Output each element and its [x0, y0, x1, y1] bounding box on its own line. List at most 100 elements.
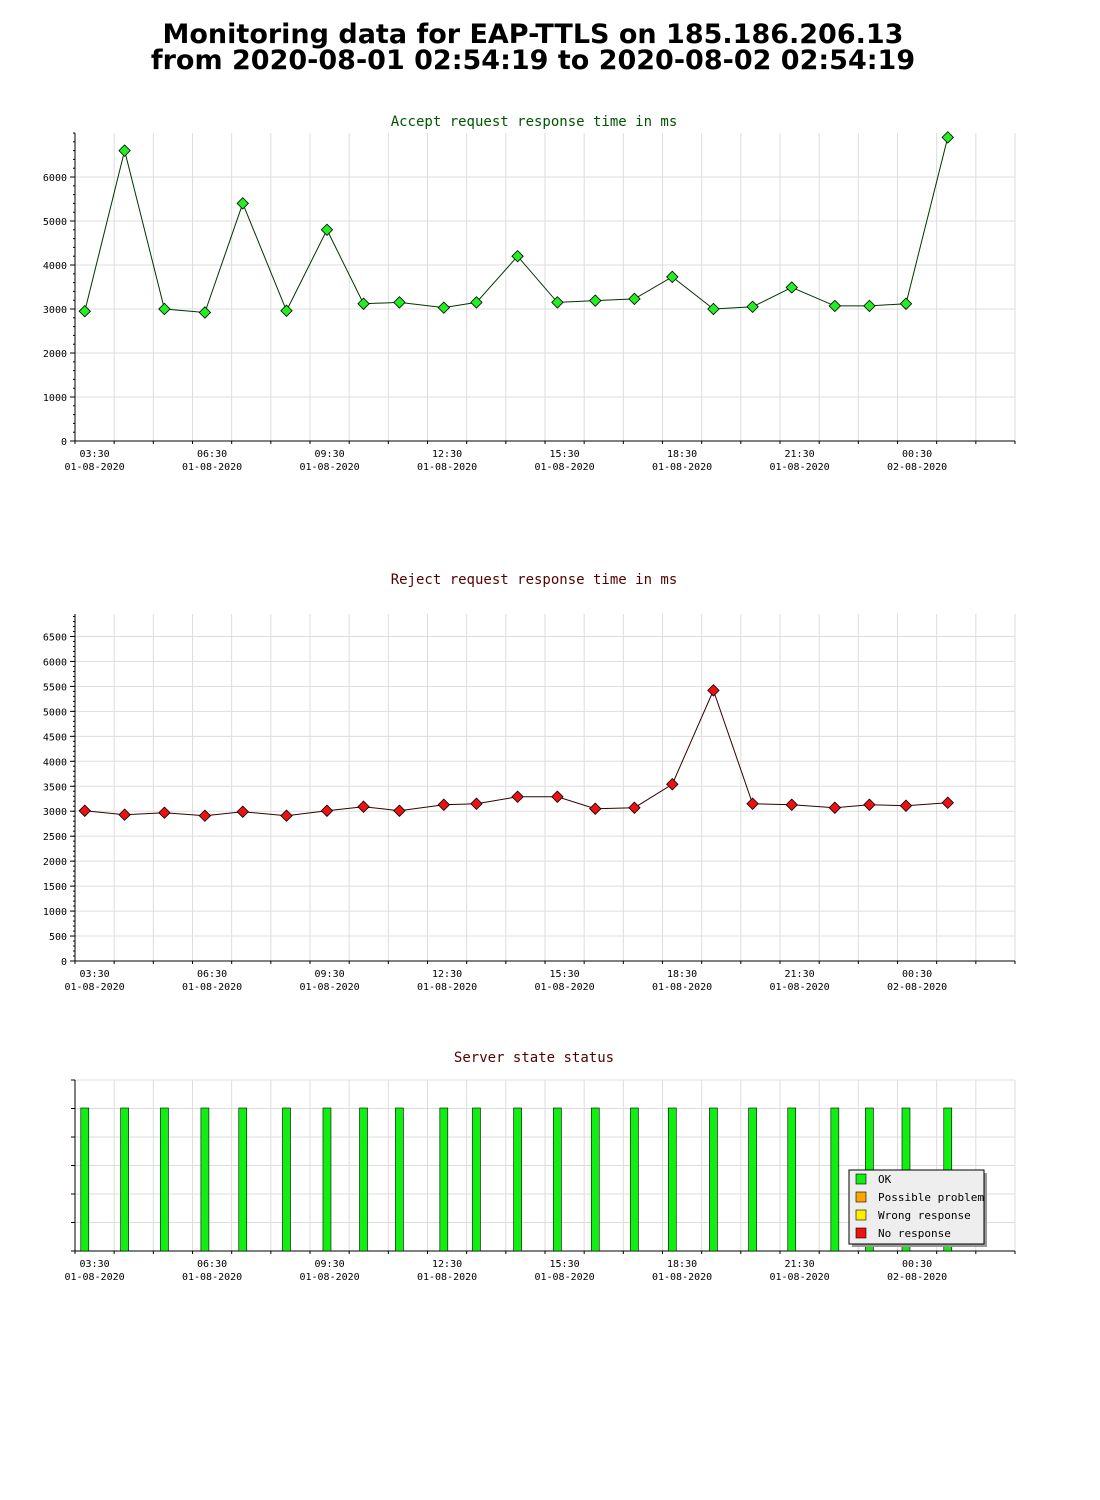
status-bar: [238, 1107, 248, 1252]
x-tick-label: 15:30: [550, 969, 580, 980]
y-tick-label: 500: [49, 932, 67, 943]
page-title-line-1: Monitoring data for EAP-TTLS on 185.186.…: [162, 19, 904, 50]
x-tick-label: 03:30: [80, 1259, 110, 1270]
x-tick-date-label: 01-08-2020: [652, 982, 712, 993]
x-tick-label: 15:30: [550, 1259, 580, 1270]
data-point: [941, 796, 954, 809]
y-tick-label: 1000: [43, 907, 67, 918]
x-tick-label: 18:30: [667, 449, 697, 460]
data-point: [437, 301, 451, 314]
data-point: [828, 299, 842, 313]
x-tick-label: 21:30: [785, 449, 815, 460]
data-point: [280, 304, 293, 317]
y-tick-label: 4000: [43, 261, 67, 272]
data-point: [280, 809, 293, 822]
x-tick-date-label: 01-08-2020: [534, 1272, 594, 1283]
y-tick-label: 2500: [43, 832, 67, 843]
status-bar: [709, 1107, 718, 1252]
data-point: [746, 300, 759, 314]
data-point: [511, 249, 524, 263]
status-bar: [472, 1107, 481, 1252]
legend-swatch: [855, 1191, 867, 1203]
data-point: [393, 296, 406, 309]
data-point: [746, 797, 759, 810]
data-point: [551, 296, 564, 309]
status-bar: [590, 1107, 600, 1252]
legend-label: No response: [878, 1227, 951, 1240]
chart-title: Reject request response time in ms: [391, 572, 678, 588]
data-point: [158, 806, 171, 819]
data-point: [78, 304, 92, 318]
reject-response-chart: Reject request response time in ms 03:30 0…: [43, 572, 1016, 993]
status-bar: [120, 1107, 129, 1252]
y-tick-label: 2000: [43, 349, 67, 360]
data-point: [470, 797, 483, 810]
series-line: [84, 137, 949, 314]
data-point: [707, 302, 720, 316]
data-point: [628, 801, 641, 814]
y-tick-label: 4000: [43, 757, 67, 768]
status-bar: [787, 1107, 797, 1252]
data-point: [863, 299, 876, 313]
x-tick-date-label: 01-08-2020: [182, 982, 242, 993]
y-tick-label: 0: [61, 437, 67, 448]
x-tick-label: 18:30: [667, 1259, 697, 1270]
y-tick-label: 2000: [43, 857, 67, 868]
data-point: [511, 790, 524, 803]
y-tick-label: 0: [61, 957, 67, 968]
x-tick-date-label: 01-08-2020: [417, 982, 477, 993]
data-point: [357, 297, 370, 310]
data-point: [437, 798, 451, 811]
page-title: Monitoring data for EAP-TTLS on 185.186.…: [0, 19, 1066, 76]
y-tick-label: 3500: [43, 782, 67, 793]
y-tick-label: 5000: [43, 217, 67, 228]
status-bar: [667, 1107, 677, 1252]
x-tick-date-label: 01-08-2020: [652, 1272, 712, 1283]
page-title-line-2: from 2020-08-01 02:54:19 to 2020-08-02 0…: [150, 45, 916, 76]
x-tick-label: 00:30: [902, 449, 932, 460]
data-point: [785, 798, 798, 811]
status-bar: [553, 1107, 562, 1252]
x-tick-label: 00:30: [902, 1259, 932, 1270]
data-point: [357, 800, 370, 813]
x-tick-label: 12:30: [432, 1259, 462, 1270]
x-tick-date-label: 01-08-2020: [534, 982, 594, 993]
x-tick-label: 21:30: [785, 969, 815, 980]
data-point: [236, 197, 249, 210]
legend-label: Possible problem: [878, 1191, 984, 1204]
data-point: [707, 684, 720, 697]
x-tick-date-label: 01-08-2020: [299, 982, 359, 993]
data-point: [941, 131, 954, 144]
data-point: [828, 801, 842, 814]
status-bar: [830, 1107, 840, 1252]
x-tick-date-label: 01-08-2020: [652, 462, 712, 473]
legend-swatch: [855, 1173, 867, 1185]
x-tick-date-label: 01-08-2020: [769, 1272, 829, 1283]
data-point: [118, 144, 131, 157]
x-tick-date-label: 01-08-2020: [182, 1272, 242, 1283]
legend-swatch: [855, 1209, 867, 1221]
x-tick-date-label: 01-08-2020: [64, 982, 124, 993]
x-tick-label: 12:30: [432, 449, 462, 460]
x-tick-date-label: 02-08-2020: [887, 462, 947, 473]
x-tick-date-label: 01-08-2020: [769, 982, 829, 993]
x-tick-date-label: 01-08-2020: [417, 1272, 477, 1283]
data-point: [666, 270, 679, 284]
y-tick-label: 5500: [43, 682, 67, 693]
legend-swatch: [855, 1227, 867, 1239]
chart-title: Accept request response time in ms: [391, 114, 678, 130]
y-tick-label: 6500: [43, 632, 67, 643]
data-point: [666, 778, 679, 791]
data-point: [628, 292, 641, 306]
data-point: [236, 805, 249, 818]
status-bar: [282, 1107, 291, 1252]
status-bar: [748, 1107, 757, 1252]
data-point: [589, 294, 602, 307]
x-tick-label: 06:30: [197, 449, 227, 460]
y-tick-label: 3000: [43, 807, 67, 818]
x-tick-label: 06:30: [197, 969, 227, 980]
status-bar: [513, 1107, 522, 1252]
x-tick-date-label: 02-08-2020: [887, 1272, 947, 1283]
status-bar: [395, 1107, 404, 1252]
